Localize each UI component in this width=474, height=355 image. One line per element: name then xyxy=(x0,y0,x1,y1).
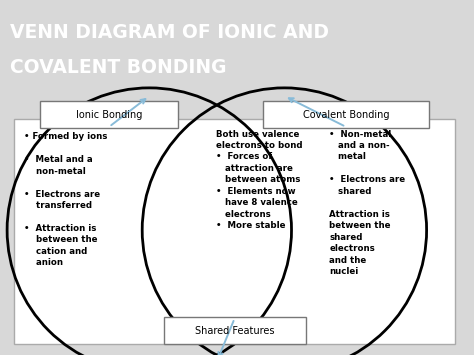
Text: VENN DIAGRAM OF IONIC AND: VENN DIAGRAM OF IONIC AND xyxy=(10,23,329,42)
Text: COVALENT BONDING: COVALENT BONDING xyxy=(10,59,227,77)
FancyBboxPatch shape xyxy=(263,101,429,128)
FancyBboxPatch shape xyxy=(14,119,455,344)
Text: Both use valence
electrons to bond
•  Forces of
   attraction are
   between ato: Both use valence electrons to bond • For… xyxy=(216,130,302,230)
FancyBboxPatch shape xyxy=(40,101,178,128)
Text: • Formed by ions

•  Metal and a
    non-metal

•  Electrons are
    transferred: • Formed by ions • Metal and a non-metal… xyxy=(24,132,107,267)
Text: Ionic Bonding: Ionic Bonding xyxy=(76,110,142,120)
Text: •  Non-metal
   and a non-
   metal

•  Electrons are
   shared

Attraction is
b: • Non-metal and a non- metal • Electrons… xyxy=(329,130,406,276)
Text: Covalent Bonding: Covalent Bonding xyxy=(303,110,389,120)
FancyBboxPatch shape xyxy=(164,317,306,344)
Text: Shared Features: Shared Features xyxy=(195,326,274,335)
